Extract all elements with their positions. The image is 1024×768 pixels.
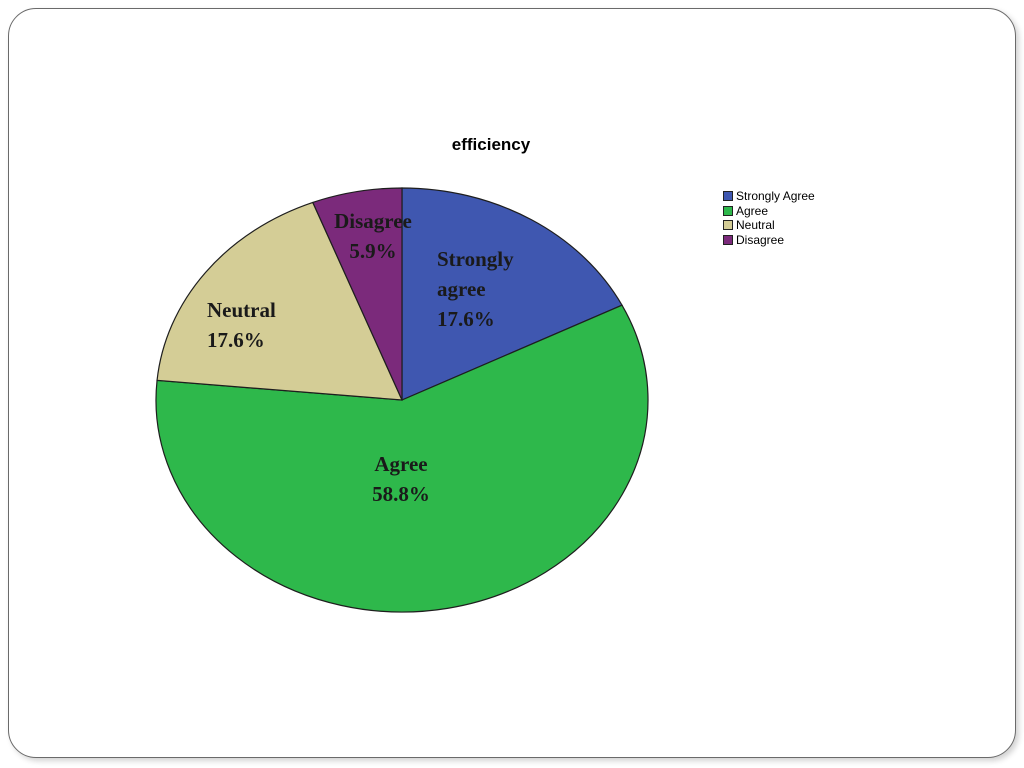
legend-item-agree: Agree xyxy=(723,204,815,219)
legend-label: Neutral xyxy=(736,218,775,233)
slice-label-strongly-agree: Strongly agree 17.6% xyxy=(437,247,514,331)
chart-title: efficiency xyxy=(451,135,531,154)
legend-label: Agree xyxy=(736,203,769,218)
legend-swatch xyxy=(723,205,733,216)
slice-label-neutral: Neutral 17.6% xyxy=(207,298,276,352)
legend-label: Strongly Agree xyxy=(736,189,815,204)
slice-label-agree: Agree 58.8% xyxy=(372,452,430,506)
chart-legend: Strongly Agree Agree Neutral Disagree xyxy=(723,189,815,247)
slice-disagree xyxy=(311,187,403,401)
slice-strongly-agree xyxy=(401,187,623,401)
legend-label: Disagree xyxy=(736,232,785,247)
legend-item-strongly-agree: Strongly Agree xyxy=(723,189,815,204)
legend-swatch xyxy=(723,234,733,245)
legend-item-disagree: Disagree xyxy=(723,233,815,248)
legend-swatch xyxy=(723,191,733,202)
slice-neutral xyxy=(156,201,403,401)
slice-agree xyxy=(155,304,649,613)
legend-swatch xyxy=(723,220,733,231)
legend-item-neutral: Neutral xyxy=(723,218,815,233)
slice-label-disagree: Disagree 5.9% xyxy=(334,209,412,263)
